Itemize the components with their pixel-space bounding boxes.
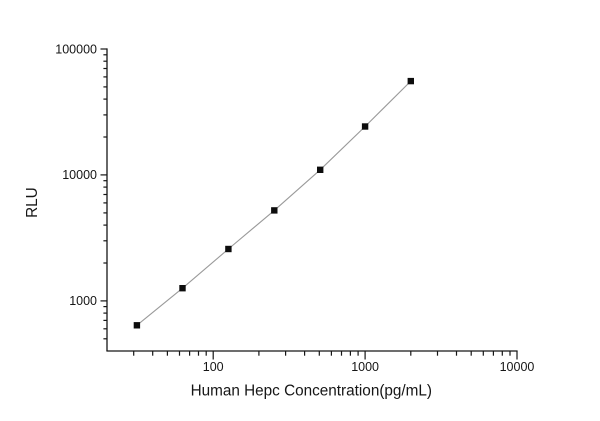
svg-text:100000: 100000: [55, 42, 97, 56]
svg-text:10000: 10000: [500, 360, 535, 374]
svg-text:1000: 1000: [69, 294, 97, 308]
svg-text:Human Hepc Concentration(pg/mL: Human Hepc Concentration(pg/mL): [191, 382, 432, 399]
svg-text:100: 100: [203, 360, 224, 374]
svg-text:1000: 1000: [351, 360, 379, 374]
svg-text:RLU: RLU: [24, 187, 41, 218]
svg-text:10000: 10000: [62, 168, 97, 182]
